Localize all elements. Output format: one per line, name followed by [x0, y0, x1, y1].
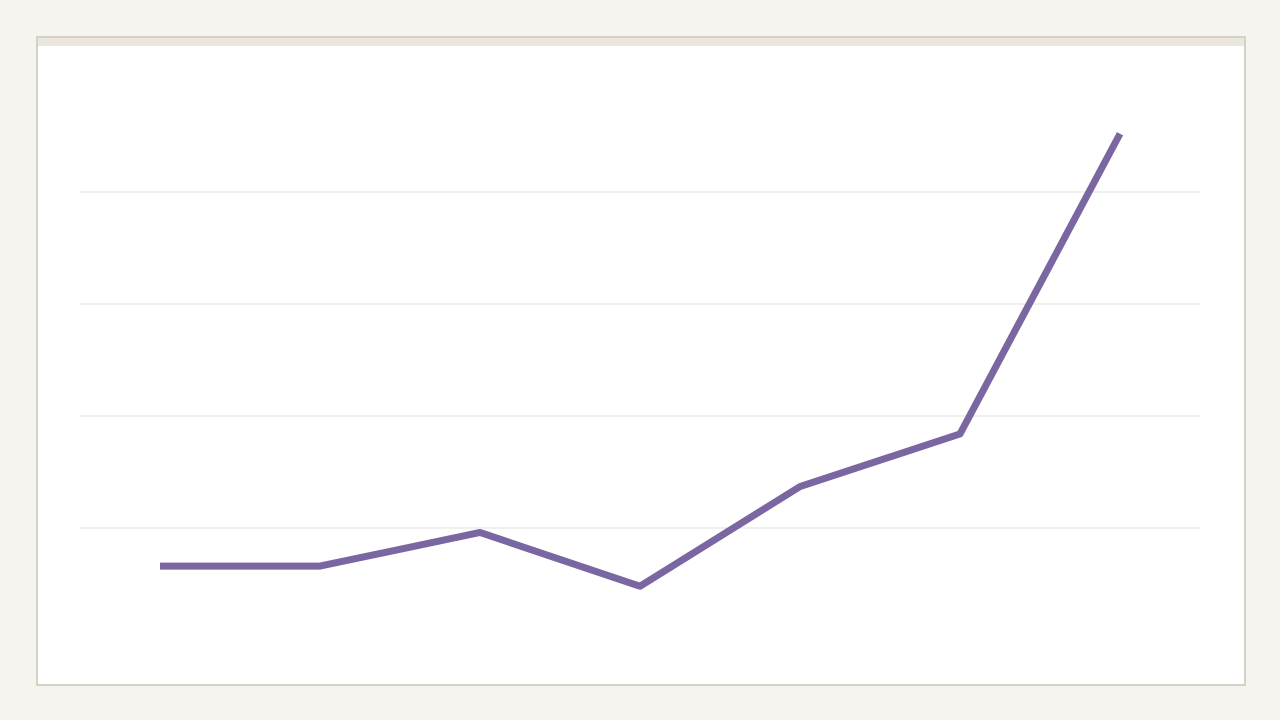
card-header-strip [38, 38, 1244, 46]
data-line [160, 132, 1124, 590]
chart-card [36, 36, 1246, 686]
